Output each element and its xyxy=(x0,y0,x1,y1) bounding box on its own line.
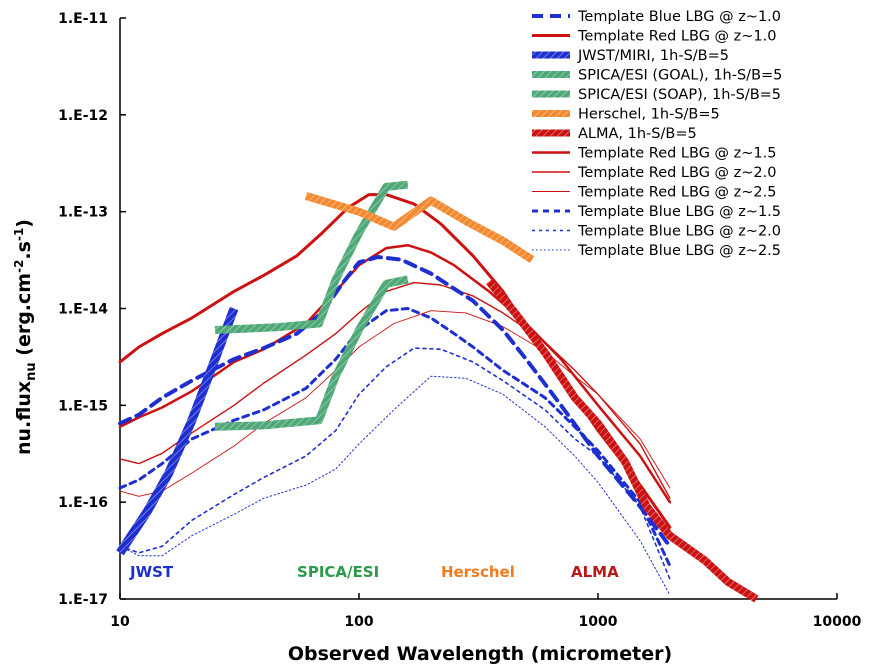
annotation-jwst: JWST xyxy=(129,563,174,581)
series-line-template-red-lbg-z-1-5 xyxy=(118,243,672,504)
series-hatch-jwst-miri-1h-s-b-5 xyxy=(116,306,239,556)
legend-label-template-blue-lbg-z-1-5: Template Blue LBG @ z~1.5 xyxy=(577,204,781,220)
legend-label-template-blue-lbg-z-2-0: Template Blue LBG @ z~2.0 xyxy=(577,224,781,240)
y-axis-title-sub: nu xyxy=(24,362,39,381)
y-axis-title-close: ) xyxy=(13,219,35,228)
legend-label-template-blue-lbg-z-1-0: Template Blue LBG @ z~1.0 xyxy=(577,9,781,25)
y-tick-label: 1.E-13 xyxy=(58,205,108,221)
annotation-herschel: Herschel xyxy=(441,563,515,581)
series-hatch-spica-esi-soap-1h-s-b-5 xyxy=(214,180,409,334)
y-axis-title-exp2: -1 xyxy=(12,228,26,241)
annotation-spica-esi: SPICA/ESI xyxy=(297,563,379,581)
legend-label-template-red-lbg-z-1-5: Template Red LBG @ z~1.5 xyxy=(577,146,776,162)
x-tick-label: 1000 xyxy=(579,614,618,630)
plot-area xyxy=(116,180,759,603)
series-line-template-blue-lbg-z-1-5 xyxy=(118,307,672,568)
y-axis-title: nu.fluxnu (erg.cm-2.s-1) xyxy=(12,219,39,455)
legend-label-spica-esi-goal-1h-s-b-5: SPICA/ESI (GOAL), 1h-S/B=5 xyxy=(578,68,782,84)
y-axis-title-main: nu.flux xyxy=(13,381,35,455)
y-tick-label: 1.E-15 xyxy=(58,398,108,414)
legend-label-template-blue-lbg-z-2-5: Template Blue LBG @ z~2.5 xyxy=(577,243,781,259)
legend: Template Blue LBG @ z~1.0 Template Red LB… xyxy=(532,9,782,259)
legend-label-alma-1h-s-b-5: ALMA, 1h-S/B=5 xyxy=(578,126,697,142)
y-axis-title-mid: .s xyxy=(13,241,35,260)
legend-label-template-red-lbg-z-1-0: Template Red LBG @ z~1.0 xyxy=(577,29,776,45)
x-axis-title: Observed Wavelength (micrometer) xyxy=(288,643,672,665)
series-hatch-herschel-1h-s-b-5 xyxy=(304,192,535,263)
legend-label-template-red-lbg-z-2-5: Template Red LBG @ z~2.5 xyxy=(577,185,776,201)
instrument-labels: JWST SPICA/ESI Herschel ALMA xyxy=(129,563,619,581)
series-hatch-spica-esi-goal-1h-s-b-5 xyxy=(214,275,409,431)
x-tick-label: 100 xyxy=(344,614,373,630)
legend-label-jwst-miri-1h-s-b-5: JWST/MIRI, 1h-S/B=5 xyxy=(577,48,729,64)
legend-label-spica-esi-soap-1h-s-b-5: SPICA/ESI (SOAP), 1h-S/B=5 xyxy=(578,87,781,103)
y-axis-title-exp1: -2 xyxy=(12,260,26,273)
series-line-template-blue-lbg-z-2-5 xyxy=(119,375,671,596)
axes: 10 100 1000 10000 1.E-11 1.E-12 1.E-13 1.E-14 1.… xyxy=(58,11,862,630)
x-tick-label: 10000 xyxy=(813,614,862,630)
x-tick-label: 10 xyxy=(110,614,130,630)
y-tick-label: 1.E-12 xyxy=(58,108,108,124)
y-tick-label: 1.E-14 xyxy=(58,302,108,318)
y-tick-label: 1.E-16 xyxy=(58,495,108,511)
legend-label-template-red-lbg-z-2-0: Template Red LBG @ z~2.0 xyxy=(577,165,776,181)
annotation-alma: ALMA xyxy=(571,563,619,581)
y-axis-title-units: (erg.cm xyxy=(13,273,35,362)
y-tick-label: 1.E-17 xyxy=(58,592,108,608)
y-tick-label: 1.E-11 xyxy=(58,11,108,27)
series-line-template-blue-lbg-z-2-0 xyxy=(119,347,671,580)
legend-label-herschel-1h-s-b-5: Herschel, 1h-S/B=5 xyxy=(578,107,720,123)
series-hatch-alma-1h-s-b-5 xyxy=(485,278,759,603)
